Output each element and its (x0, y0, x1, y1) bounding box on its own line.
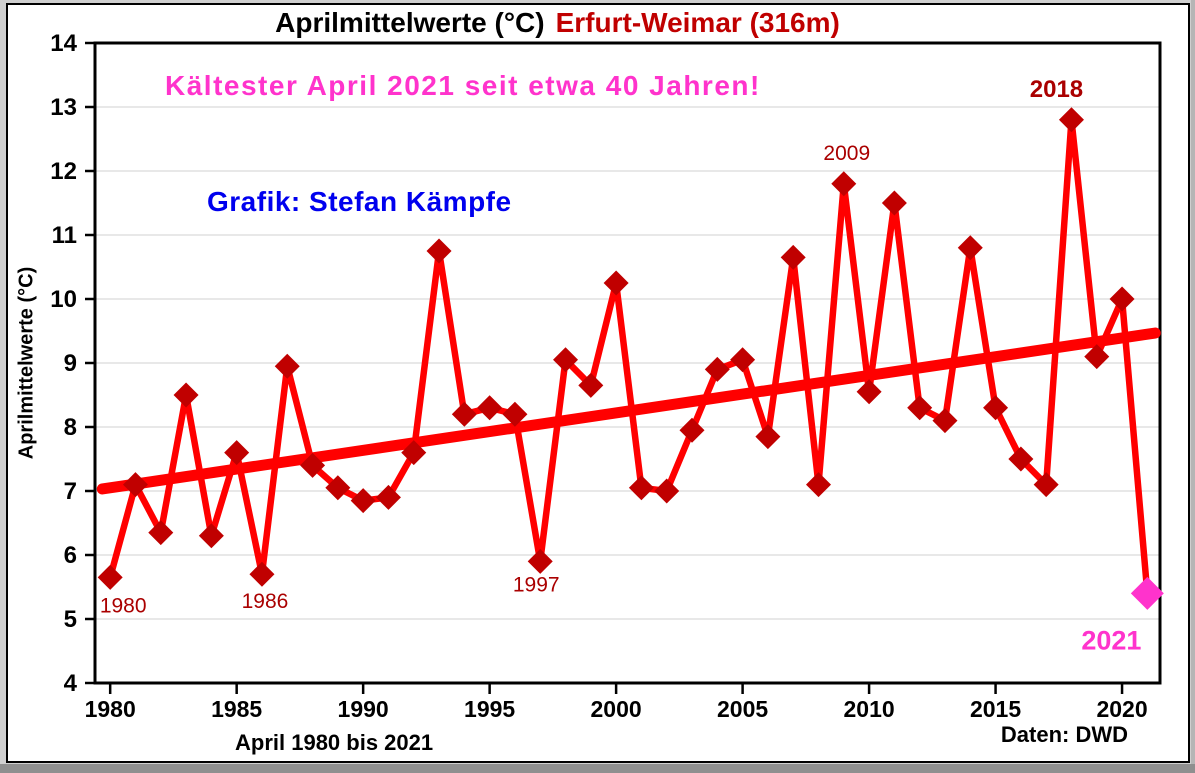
marker-2011 (881, 190, 907, 216)
marker-2015 (983, 395, 1009, 421)
x-tick-label-1990: 1990 (338, 696, 389, 722)
x-tick-label-1985: 1985 (211, 696, 262, 722)
marker-2017 (1033, 472, 1059, 498)
x-tick-label-2000: 2000 (591, 696, 642, 722)
marker-2007 (780, 244, 806, 270)
series-line (107, 116, 1151, 594)
x-tick-label-2010: 2010 (843, 696, 894, 722)
x-tick-label-1980: 1980 (85, 696, 136, 722)
y-tick-label-13: 13 (50, 94, 77, 121)
x-tick-label-2015: 2015 (970, 696, 1021, 722)
marker-2021-special (1130, 576, 1164, 610)
marker-1989 (325, 475, 351, 501)
marker-2012 (907, 395, 933, 421)
annotation-1980: 1980 (100, 594, 147, 617)
marker-2009 (831, 171, 857, 197)
marker-2001 (628, 475, 654, 501)
marker-1999 (578, 372, 604, 398)
y-tick-label-11: 11 (52, 222, 77, 249)
marker-1990 (350, 488, 376, 514)
y-tick-label-4: 4 (64, 670, 78, 697)
y-tick-label-9: 9 (64, 350, 77, 377)
marker-2010 (856, 379, 882, 405)
x-axis-caption: April 1980 bis 2021 (235, 730, 434, 755)
headline-annotation: Kältester April 2021 seit etwa 40 Jahren… (165, 70, 761, 101)
marker-2008 (805, 472, 831, 498)
frame-edge-right (1191, 0, 1195, 773)
y-tick-label-5: 5 (64, 606, 77, 633)
marker-1981 (122, 472, 148, 498)
annotation-1986: 1986 (242, 590, 289, 613)
marker-1988 (300, 452, 326, 478)
data-source-label: Daten: DWD (1000, 722, 1128, 747)
marker-2005 (730, 347, 756, 373)
marker-1991 (375, 484, 401, 510)
marker-1992 (401, 440, 427, 466)
marker-1995 (477, 395, 503, 421)
marker-1980 (97, 564, 123, 590)
marker-1985 (224, 440, 250, 466)
marker-2002 (654, 478, 680, 504)
annotation-2009: 2009 (823, 142, 870, 165)
marker-2020 (1109, 286, 1135, 312)
marker-2000 (603, 270, 629, 296)
marker-2016 (1008, 446, 1034, 472)
marker-2014 (957, 235, 983, 261)
y-axis-title: Aprilmittelwerte (°C) (15, 266, 38, 460)
y-tick-label-12: 12 (50, 158, 77, 185)
chart-title-red: Erfurt-Weimar (316m) (555, 7, 840, 38)
chart-title-black: Aprilmittelwerte (°C) (275, 7, 545, 38)
y-tick-label-8: 8 (64, 414, 77, 441)
marker-2013 (932, 408, 958, 434)
frame-edge-bottom (0, 764, 1195, 773)
marker-1993 (426, 238, 452, 264)
marker-1997 (527, 548, 553, 574)
marker-1994 (451, 401, 477, 427)
marker-1984 (198, 523, 224, 549)
credit-annotation: Grafik: Stefan Kämpfe (207, 186, 512, 217)
marker-1987 (274, 353, 300, 379)
chart-title: Aprilmittelwerte (°C) Erfurt-Weimar (316m… (95, 7, 1020, 39)
marker-1996 (502, 401, 528, 427)
marker-1983 (173, 382, 199, 408)
y-tick-label-6: 6 (64, 542, 77, 569)
marker-2018 (1058, 107, 1084, 133)
marker-2006 (755, 424, 781, 450)
marker-1986 (249, 561, 275, 587)
marker-1998 (553, 347, 579, 373)
annotation-1997: 1997 (513, 573, 560, 596)
x-tick-label-2020: 2020 (1096, 696, 1147, 722)
marker-2003 (679, 417, 705, 443)
marker-2004 (704, 356, 730, 382)
y-tick-label-14: 14 (50, 30, 77, 57)
annotation-2018: 2018 (1030, 76, 1083, 103)
x-tick-label-2005: 2005 (717, 696, 768, 722)
x-tick-label-1995: 1995 (464, 696, 515, 722)
marker-2019 (1084, 344, 1110, 370)
y-tick-label-10: 10 (50, 286, 77, 313)
y-tick-label-7: 7 (64, 478, 77, 505)
marker-1982 (148, 520, 174, 546)
annotation-2021: 2021 (1081, 625, 1141, 655)
